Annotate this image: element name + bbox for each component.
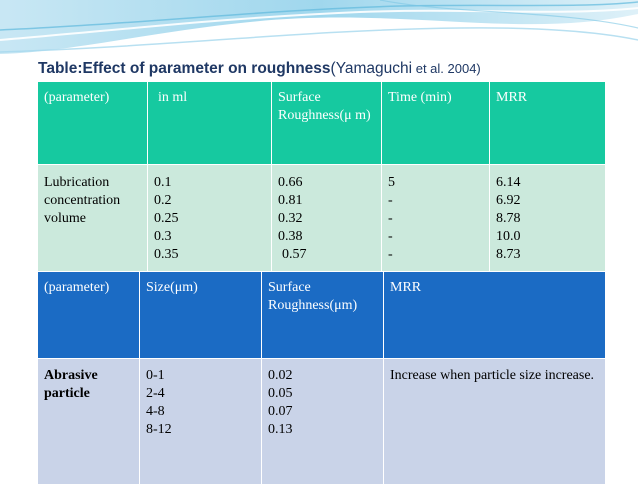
header-cell: (parameter) — [37, 271, 140, 359]
time-cell: 5---- — [381, 164, 490, 278]
title-main: Table:Effect of parameter on roughness — [38, 60, 331, 77]
parameter-cell: Abrasive particle — [37, 358, 140, 485]
surface-roughness-cell: 0.66 0.81 0.32 0.38 0.57 — [271, 164, 382, 278]
table-row: Abrasive particle 0-1 2-4 4-8 8-12 0.02 0.05… — [37, 358, 606, 485]
abrasive-table: (parameter) Size(μm) Surface Roughness(μ… — [37, 271, 606, 485]
surface-roughness-cell: 0.02 0.05 0.07 0.13 — [261, 358, 384, 485]
table-header-row: (parameter) in ml Surface Roughness(μ m)… — [37, 81, 606, 165]
table-row: Lubrication concentration volume 0.1 0.2 0… — [37, 164, 606, 278]
mrr-cell: Increase when particle size increase. — [383, 358, 606, 485]
header-cell: MRR — [489, 81, 606, 165]
mrr-cell: 6.14 6.92 8.78 10.0 8.73 — [489, 164, 606, 278]
header-cell: Time (min) — [381, 81, 490, 165]
decorative-header-swoosh — [0, 0, 638, 54]
page-title: Table:Effect of parameter on roughness(Y… — [38, 60, 481, 78]
title-citation-author: (Yamaguchi — [330, 60, 413, 77]
table-header-row: (parameter) Size(μm) Surface Roughness(μ… — [37, 271, 606, 359]
header-cell: Size(μm) — [139, 271, 262, 359]
title-citation-etal: et al. 2004) — [412, 61, 481, 76]
parameter-cell: Lubrication concentration volume — [37, 164, 148, 278]
header-cell: (parameter) — [37, 81, 148, 165]
header-cell: in ml — [147, 81, 272, 165]
header-cell: Surface Roughness(μ m) — [271, 81, 382, 165]
lubrication-table: (parameter) in ml Surface Roughness(μ m)… — [37, 81, 606, 278]
in-ml-cell: 0.1 0.2 0.25 0.3 0.35 — [147, 164, 272, 278]
size-cell: 0-1 2-4 4-8 8-12 — [139, 358, 262, 485]
header-cell: Surface Roughness(μm) — [261, 271, 384, 359]
header-cell: MRR — [383, 271, 606, 359]
